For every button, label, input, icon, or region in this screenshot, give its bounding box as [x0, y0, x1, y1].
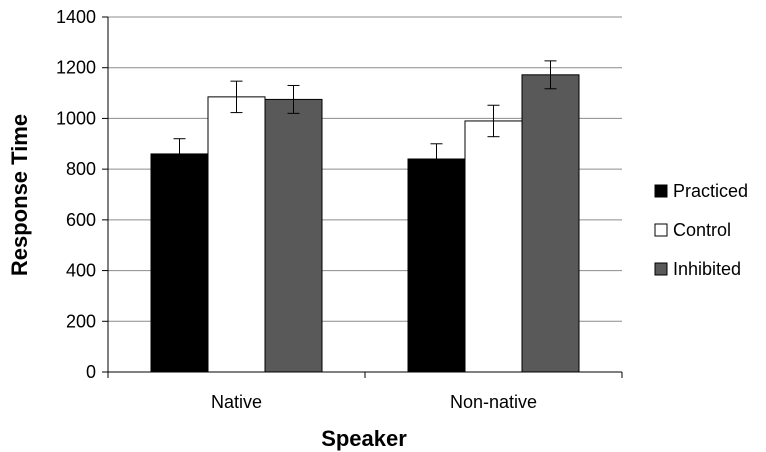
y-tick-label: 800 [66, 159, 96, 179]
x-tick-label: Non-native [450, 392, 537, 412]
y-axis-title: Response Time [7, 114, 32, 276]
legend-swatch-control [654, 223, 668, 237]
y-tick-label: 1200 [56, 58, 96, 78]
y-tick-label: 600 [66, 210, 96, 230]
y-tick-label: 1400 [56, 7, 96, 27]
bar-control-native [207, 96, 266, 373]
error-bars [173, 60, 557, 175]
bar-practiced-non-native [407, 158, 466, 373]
y-tick-label: 1000 [56, 108, 96, 128]
legend: Practiced Control Inhibited [654, 181, 748, 279]
legend-swatch-inhibited [654, 262, 668, 276]
y-tick-label: 0 [86, 362, 96, 382]
legend-label-inhibited: Inhibited [673, 259, 741, 279]
x-tick-labels: Native Non-native [107, 372, 623, 412]
bars [150, 74, 580, 373]
y-tick-labels: 0 200 400 600 800 1000 1200 1400 [56, 7, 108, 382]
y-tick-label: 400 [66, 261, 96, 281]
legend-label-practiced: Practiced [673, 181, 748, 201]
bar-control-non-native [464, 120, 523, 373]
bar-inhibited-native [264, 98, 323, 373]
legend-label-control: Control [673, 220, 731, 240]
x-tick-label: Native [211, 392, 262, 412]
y-tick-label: 200 [66, 311, 96, 331]
x-axis-title: Speaker [321, 426, 407, 451]
legend-swatch-practiced [654, 184, 668, 198]
bar-inhibited-non-native [521, 74, 580, 373]
bar-practiced-native [150, 153, 209, 373]
